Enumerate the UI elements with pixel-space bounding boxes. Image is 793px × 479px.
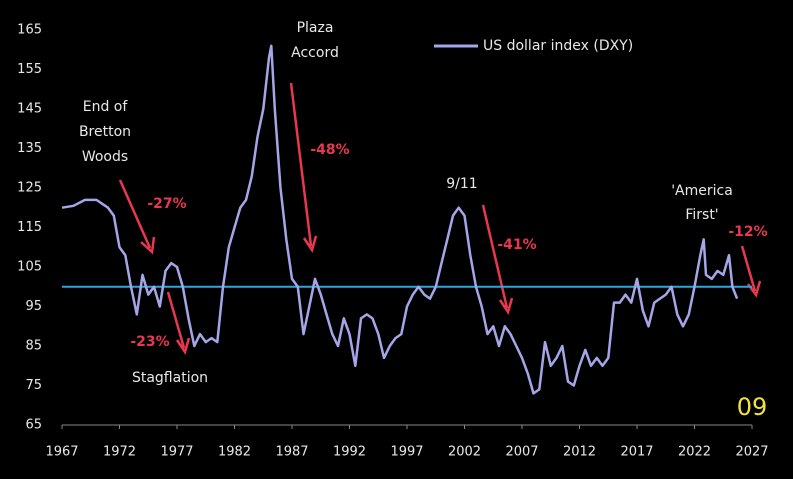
y-tick-label: 135 — [17, 141, 42, 156]
y-tick-label: 155 — [17, 62, 42, 77]
annotation: -23% — [130, 334, 169, 350]
annotation: -48% — [310, 142, 349, 158]
badge: 09 — [737, 393, 768, 421]
y-tick-label: 85 — [25, 339, 42, 354]
annotation: -12% — [728, 224, 767, 240]
y-tick-label: 75 — [25, 378, 42, 393]
arrow — [118, 179, 156, 255]
x-tick-label: 2022 — [678, 445, 711, 460]
arrows — [118, 82, 762, 355]
annotations: End of Bretton Woods -27% -23% Stagflati… — [79, 20, 768, 386]
x-tick-label: 1997 — [390, 445, 423, 460]
arrow — [481, 204, 514, 315]
y-tick-label: 115 — [17, 220, 42, 235]
x-tick-label: 2012 — [563, 445, 596, 460]
arrow — [289, 82, 318, 253]
annotation: Accord — [291, 45, 339, 61]
x-tick-label: 1982 — [218, 445, 251, 460]
annotation: 'America — [671, 183, 733, 199]
annotation: Woods — [82, 149, 128, 165]
x-tick-label: 1987 — [275, 445, 308, 460]
x-tick-label: 2027 — [735, 445, 768, 460]
y-tick-label: 145 — [17, 102, 42, 117]
y-tick-label: 65 — [25, 418, 42, 433]
x-tick-label: 2002 — [448, 445, 481, 460]
annotation: 9/11 — [446, 176, 477, 192]
x-tick-label: 1967 — [45, 445, 78, 460]
x-tick-label: 1992 — [333, 445, 366, 460]
y-tick-label: 105 — [17, 260, 42, 275]
x-tick-label: 1977 — [160, 445, 193, 460]
y-tick-label: 125 — [17, 181, 42, 196]
annotation: Bretton — [79, 124, 131, 140]
annotation: -41% — [497, 237, 536, 253]
annotation: First' — [685, 207, 718, 223]
data-line — [61, 44, 739, 395]
annotation: -27% — [147, 196, 186, 212]
x-tick-label: 2017 — [620, 445, 653, 460]
annotation: End of — [83, 99, 129, 115]
x-tick-label: 1972 — [103, 445, 136, 460]
annotation: Stagflation — [132, 370, 208, 386]
y-tick-label: 165 — [17, 23, 42, 38]
legend-label: US dollar index (DXY) — [483, 38, 633, 54]
arrow — [166, 291, 191, 355]
annotation: Plaza — [297, 20, 334, 36]
x-tick-label: 2007 — [505, 445, 538, 460]
y-tick-label: 95 — [25, 299, 42, 314]
